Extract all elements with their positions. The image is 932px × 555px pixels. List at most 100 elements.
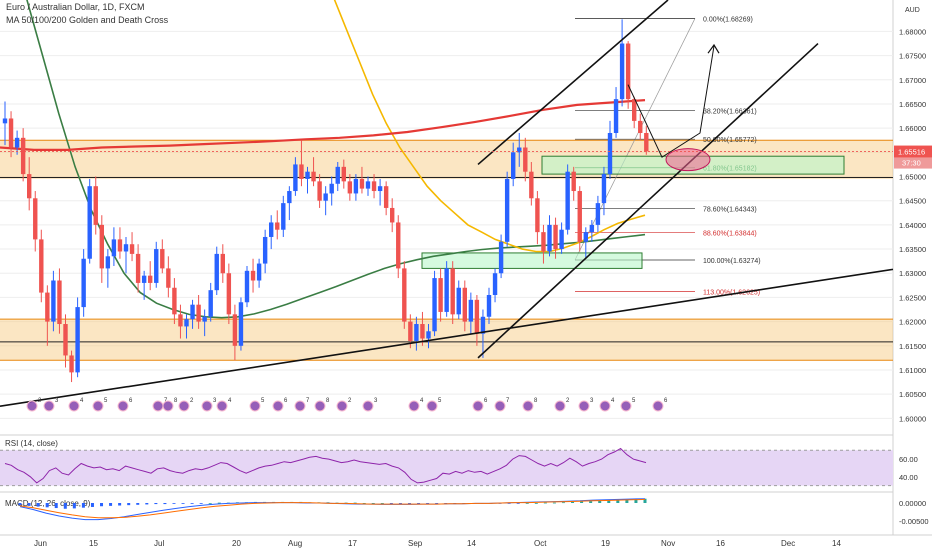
chart-title: Euro / Australian Dollar, 1D, FXCM [6,2,145,12]
candle-body [559,229,564,250]
candle-body [99,224,104,269]
price-tick-label: 1.60500 [899,390,926,399]
event-marker [92,400,104,412]
candle-body [504,178,510,242]
candle-body [517,147,522,153]
event-marker [249,400,261,412]
candle-body [141,275,147,283]
event-marker-label: 7 [506,398,510,404]
candle-body [69,355,74,373]
candle-body [93,186,98,225]
time-tick-label: Sep [408,539,423,548]
candle-body [583,232,588,242]
macd-histogram-bar [63,503,67,509]
macd-histogram-bar [100,503,104,507]
candle-body [135,253,141,283]
price-tick-label: 1.63000 [899,269,926,278]
fib-level-label: 113.00%(1.62625) [703,289,760,296]
macd-tick-label: 0.00000 [899,499,926,508]
fib-level-label: 50.00%(1.65772) [703,137,757,144]
candle-body [601,174,607,204]
fib-level-label: 78.60%(1.64343) [703,206,757,213]
candle-body [14,137,20,148]
time-tick-label: Dec [781,539,795,548]
event-marker-label: 4 [80,398,84,404]
candle-body [444,268,449,312]
candle-body [196,304,201,322]
candle-body [589,224,595,233]
event-marker-label: 8 [534,398,538,404]
price-tick-label: 1.66500 [899,100,926,109]
event-marker-label: 3 [55,398,59,404]
trend-line [0,268,894,408]
candle-body [474,299,480,334]
candle-body [2,118,8,124]
macd-histogram-bar [90,503,94,507]
macd-histogram-bar [561,502,565,504]
candle-body [632,99,637,121]
candle-body [39,239,44,293]
event-marker [554,400,566,412]
candle-body [220,253,225,274]
price-tick-label: 1.65000 [899,173,926,182]
event-marker-label: 2 [38,398,42,404]
candle-body [305,171,310,179]
candle-body [184,319,189,327]
event-marker-label: 4 [611,398,615,404]
event-marker [408,400,420,412]
channel-line-lower [477,42,819,359]
macd-histogram-bar [181,503,185,504]
event-marker [426,400,438,412]
macd-histogram-bar [81,503,85,508]
candle-body [244,270,250,303]
price-tick-label: 1.67000 [899,76,926,85]
event-marker [216,400,228,412]
price-axis-panel [893,0,932,550]
candle-body [371,181,377,192]
rsi-label: RSI (14, close) [5,439,58,448]
candle-body [275,222,280,230]
candle-body [456,287,461,315]
macd-histogram-bar [435,503,439,505]
candle-body [8,118,14,148]
last-price-label: 1.65516 [898,148,925,157]
candle-body [256,263,262,281]
macd-histogram-bar [217,502,221,504]
fib-level-label: 38.20%(1.66361) [703,109,757,116]
last-price-tag [894,145,932,158]
event-marker-label: 4 [420,398,424,404]
candle-body [396,222,401,269]
candle-body [450,268,455,315]
time-tick-label: 14 [832,539,841,548]
event-marker [162,400,174,412]
countdown-tag [894,157,932,169]
macd-histogram-bar [417,503,421,504]
indicator-legend[interactable]: MA 50/100/200 Golden and Death Cross [6,15,168,25]
candle-body [87,186,92,259]
currency-label: AUD [905,7,920,14]
price-tick-label: 1.67500 [899,52,926,61]
candle-body [571,171,576,192]
rsi-tick-label: 40.00 [899,473,918,482]
fib-level-label: 100.00%(1.63274) [703,258,761,265]
event-marker-label: 2 [190,398,194,404]
moving-average-line [333,0,646,253]
event-marker-label: 8 [326,398,330,404]
macd-histogram-bar [172,503,176,504]
macd-histogram-bar [371,503,375,504]
candle-body [63,324,68,356]
macd-histogram-bar [580,501,584,503]
price-tick-label: 1.62000 [899,318,926,327]
candle-body [541,232,546,252]
time-tick-label: 17 [348,539,357,548]
candle-body [262,236,268,264]
time-tick-label: Jun [34,539,47,548]
candle-body [208,290,213,317]
candle-body [595,203,601,225]
price-tick-label: 1.63500 [899,245,926,254]
event-marker [652,400,664,412]
event-marker [272,400,284,412]
candle-body [105,256,111,269]
